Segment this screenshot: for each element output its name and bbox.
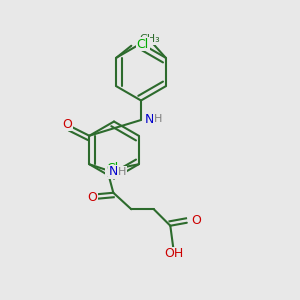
Text: OH: OH — [164, 247, 184, 260]
Text: O: O — [87, 191, 97, 204]
Text: N: N — [145, 112, 154, 126]
Text: O: O — [62, 118, 72, 131]
Text: Cl: Cl — [137, 38, 149, 51]
Text: O: O — [192, 214, 202, 227]
Text: N: N — [109, 165, 118, 178]
Text: CH₃: CH₃ — [140, 34, 160, 44]
Text: H: H — [154, 114, 162, 124]
Text: Cl: Cl — [106, 162, 118, 175]
Text: H: H — [118, 167, 126, 177]
